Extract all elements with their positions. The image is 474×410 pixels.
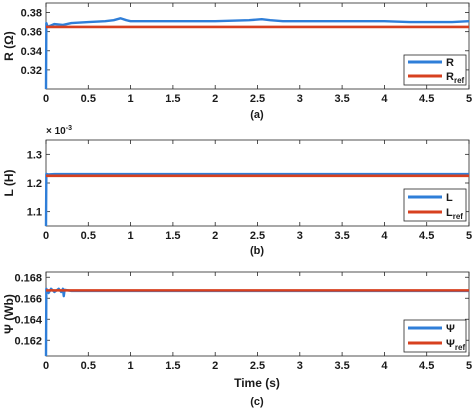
- x-tick-label: 4.5: [419, 93, 434, 105]
- x-tick-label: 0: [43, 230, 49, 242]
- legend-box: [403, 54, 467, 86]
- legend-label-psi-ref: Ψref: [446, 338, 465, 352]
- x-tick-label: 3.5: [334, 93, 349, 105]
- x-tick-label: 1: [128, 93, 134, 105]
- x-tick-label: 1: [128, 360, 134, 372]
- panel-a: 0 0.5 1 1.5 2 2.5 3 3.5 4 4.5 5 0.32 0.34 0.36 0.38 R …: [2, 2, 472, 121]
- x-tick-label: 4: [381, 230, 388, 242]
- y-tick-label: 0.166: [14, 293, 42, 305]
- x-axis-label: Time (s): [234, 376, 280, 390]
- legend-label-r-ref: Rref: [446, 71, 465, 85]
- x-tick-label: 1.5: [165, 360, 180, 372]
- x-tick-label: 2.5: [250, 230, 265, 242]
- x-tick-label: 1: [128, 230, 134, 242]
- x-tick-label: 5: [466, 93, 472, 105]
- legend: Ψ Ψref: [403, 319, 467, 353]
- x-tick-label: 3.5: [334, 230, 349, 242]
- y-tick-label: 0.32: [21, 65, 42, 77]
- y-tick-label: 1.2: [27, 178, 42, 190]
- panel-caption: (b): [250, 245, 264, 257]
- y-axis-label: L (H): [2, 169, 16, 196]
- legend-label-r-ref-sub: ref: [454, 76, 465, 85]
- x-tick-label: 2: [212, 230, 218, 242]
- x-tick-label: 2: [212, 93, 218, 105]
- plot-area: [45, 2, 470, 90]
- y-tick-label: 0.162: [14, 335, 42, 347]
- plot-area: [45, 139, 470, 227]
- x-tick-label: 4.5: [419, 360, 434, 372]
- legend-label-psi: Ψ: [446, 323, 455, 335]
- series-line-l: [44, 172, 469, 227]
- panel-c: 0 0.5 1 1.5 2 2.5 3 3.5 4 4.5 5 0.162 0.164 0.166 0.16…: [2, 271, 472, 408]
- y-tick-label: 1.3: [27, 149, 42, 161]
- legend-box: [403, 188, 467, 222]
- x-tick-label: 5: [466, 360, 472, 372]
- y-tick-label: 0.168: [14, 272, 42, 284]
- legend-label-l-ref-main: L: [446, 207, 453, 219]
- x-tick-label: 2: [212, 360, 218, 372]
- legend-label-r: R: [446, 57, 454, 69]
- x-tick-label: 5: [466, 230, 472, 242]
- panel-caption: (a): [250, 109, 264, 121]
- legend-label-psi-ref-sub: ref: [455, 343, 466, 352]
- panel-b-marks: 0 0.5 1 1.5 2 2.5 3 3.5 4 4.5 5 1.1 1.2 1.3: [27, 140, 472, 242]
- x-tick-label: 3.5: [334, 360, 349, 372]
- plot-area: [45, 271, 470, 357]
- y-tick-label: 0.36: [21, 27, 42, 39]
- x-tick-label: 0.5: [81, 360, 96, 372]
- x-tick-label: 1.5: [165, 230, 180, 242]
- x-tick-label: 2.5: [250, 93, 265, 105]
- y-axis-label: R (Ω): [2, 31, 16, 61]
- x-tick-label: 4.5: [419, 230, 434, 242]
- legend: L Lref: [403, 188, 467, 222]
- panel-caption: (c): [250, 396, 264, 408]
- x-tick-label: 0: [43, 360, 49, 372]
- y-axis-multiplier: × 10-3: [46, 125, 72, 137]
- x-tick-label: 0.5: [81, 93, 96, 105]
- y-tick-label: 0.38: [21, 8, 42, 20]
- legend-label-l-ref-sub: ref: [453, 212, 464, 221]
- y-axis-multiplier-exp: -3: [66, 125, 72, 132]
- panel-a-marks: 0 0.5 1 1.5 2 2.5 3 3.5 4 4.5 5 0.32 0.34 0.36 0.38: [21, 3, 472, 105]
- x-tick-label: 0: [43, 93, 49, 105]
- y-tick-label: 1.1: [27, 207, 42, 219]
- legend-label-l-ref: Lref: [446, 207, 463, 221]
- y-axis-label: Ψ (Wb): [2, 294, 16, 334]
- x-tick-label: 3: [297, 360, 303, 372]
- x-tick-label: 2.5: [250, 360, 265, 372]
- x-tick-label: 3: [297, 93, 303, 105]
- panel-c-marks: 0 0.5 1 1.5 2 2.5 3 3.5 4 4.5 5 0.162 0.164 0.166 0.16…: [14, 272, 472, 372]
- series-line-r: [44, 17, 470, 90]
- y-tick-label: 0.34: [21, 46, 43, 58]
- legend-label-r-ref-main: R: [446, 71, 454, 83]
- legend-label-psi-ref-main: Ψ: [446, 338, 455, 350]
- x-tick-label: 3: [297, 230, 303, 242]
- x-tick-label: 0.5: [81, 230, 96, 242]
- legend-box: [403, 319, 467, 353]
- legend: R Rref: [403, 54, 467, 86]
- legend-label-l: L: [446, 192, 453, 204]
- x-tick-label: 4: [381, 93, 388, 105]
- y-axis-multiplier-base: × 10: [46, 126, 66, 137]
- panel-b: 0 0.5 1 1.5 2 2.5 3 3.5 4 4.5 5 1.1 1.2 1.3 L (H) × 1…: [2, 125, 472, 257]
- x-tick-label: 1.5: [165, 93, 180, 105]
- x-tick-label: 4: [381, 360, 388, 372]
- y-tick-label: 0.164: [14, 314, 42, 326]
